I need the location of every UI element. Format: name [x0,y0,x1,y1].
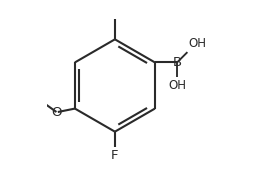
Text: F: F [111,149,119,162]
Text: B: B [173,56,182,69]
Text: OH: OH [168,79,186,92]
Text: OH: OH [188,37,206,50]
Text: O: O [52,106,62,119]
